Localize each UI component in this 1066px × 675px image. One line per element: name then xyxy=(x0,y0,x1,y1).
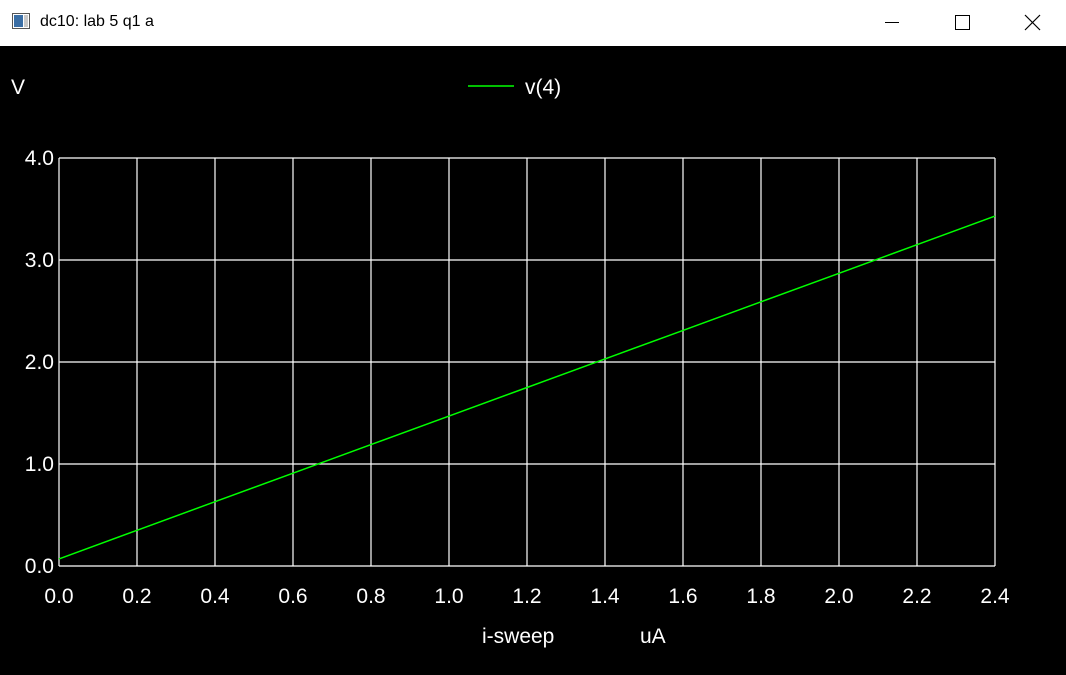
legend: v(4) xyxy=(468,76,561,99)
x-tick-label: 0.8 xyxy=(356,585,385,608)
maximize-button[interactable] xyxy=(927,0,997,46)
x-tick-label: 1.8 xyxy=(746,585,775,608)
plot-window-icon xyxy=(12,13,30,29)
x-tick-label: 0.6 xyxy=(278,585,307,608)
x-tick-label: 1.2 xyxy=(512,585,541,608)
close-icon xyxy=(1024,14,1041,31)
tick-labels: 0.0 0.2 0.4 0.6 0.8 1.0 1.2 1.4 1.6 1.8 2.0 2.2 2.4 0… xyxy=(25,147,1010,608)
y-tick-label: 1.0 xyxy=(25,453,54,476)
x-tick-label: 2.2 xyxy=(902,585,931,608)
maximize-icon xyxy=(955,15,970,30)
y-tick-label: 0.0 xyxy=(25,555,54,578)
x-tick-label: 0.2 xyxy=(122,585,151,608)
minimize-icon xyxy=(885,22,899,23)
minimize-button[interactable] xyxy=(857,0,927,46)
y-tick-label: 4.0 xyxy=(25,147,54,170)
plot-area: 0.0 0.2 0.4 0.6 0.8 1.0 1.2 1.4 1.6 1.8 2.0 2.2 2.4 0… xyxy=(0,46,1066,675)
x-tick-label: 2.4 xyxy=(980,585,1010,608)
x-tick-label: 1.6 xyxy=(668,585,697,608)
x-tick-label: 1.0 xyxy=(434,585,463,608)
chart: 0.0 0.2 0.4 0.6 0.8 1.0 1.2 1.4 1.6 1.8 2.0 2.2 2.4 0… xyxy=(11,76,1010,648)
x-tick-label: 0.0 xyxy=(44,585,73,608)
x-tick-label: 1.4 xyxy=(590,585,620,608)
x-axis-label: i-sweep xyxy=(482,625,554,648)
x-tick-label: 2.0 xyxy=(824,585,853,608)
x-tick-label: 0.4 xyxy=(200,585,230,608)
y-axis-label: V xyxy=(11,76,25,99)
series-line-v4 xyxy=(58,215,996,560)
title-bar: dc10: lab 5 q1 a xyxy=(0,0,1066,46)
window-title: dc10: lab 5 q1 a xyxy=(40,13,154,30)
x-axis-unit: uA xyxy=(640,625,666,648)
series-layer xyxy=(58,215,996,560)
y-tick-label: 2.0 xyxy=(25,351,54,374)
close-button[interactable] xyxy=(996,0,1066,46)
y-tick-label: 3.0 xyxy=(25,249,54,272)
legend-label-v4: v(4) xyxy=(525,76,561,99)
grid xyxy=(58,157,996,567)
